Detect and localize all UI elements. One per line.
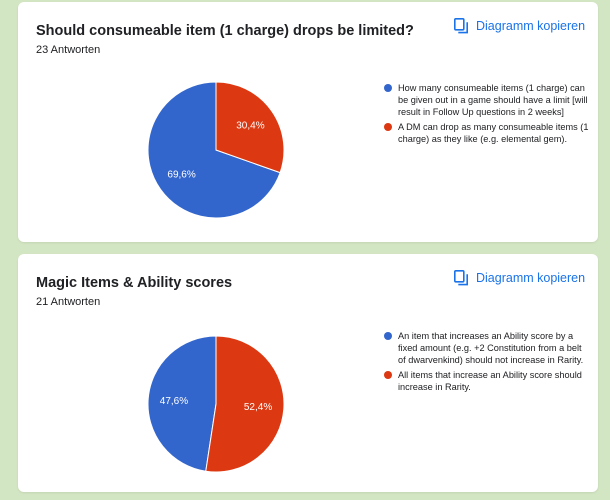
copy-chart-button[interactable]: Diagramm kopieren [454,18,585,34]
pie-slice-2 [215,81,285,174]
copy-icon [454,18,468,34]
copy-chart-button[interactable]: Diagramm kopieren [454,270,585,286]
pie-chart: 69,6% 30,4% [147,81,285,219]
copy-chart-label: Diagramm kopieren [476,271,586,285]
chart-card-consumeable-drops: Should consumeable item (1 charge) drops… [18,2,598,242]
response-count: 23 Antworten [36,44,101,56]
pie-slice-1 [147,335,217,472]
copy-chart-label: Diagramm kopieren [476,19,586,33]
pie-chart: 47,6% 52,4% [147,335,285,473]
legend-label: All items that increase an Ability score… [398,370,582,392]
legend-swatch-blue [384,332,392,340]
legend-swatch-red [384,123,392,131]
legend-label: How many consumeable items (1 charge) ca… [398,83,588,117]
question-title: Should consumeable item (1 charge) drops… [36,23,414,39]
question-title: Magic Items & Ability scores [36,275,233,291]
legend-label: An item that increases an Ability score … [398,331,584,365]
legend-item-option-1: How many consumeable items (1 charge) ca… [384,82,589,118]
pie-slice-2 [205,335,285,473]
slice-percent-label: 52,4% [244,402,272,413]
chart-legend: An item that increases an Ability score … [384,330,589,396]
chart-card-magic-items: Magic Items & Ability scores 21 Antworte… [18,254,598,492]
chart-legend: How many consumeable items (1 charge) ca… [384,82,589,148]
legend-swatch-red [384,371,392,379]
legend-label: A DM can drop as many consumeable items … [398,122,589,144]
legend-item-option-2: A DM can drop as many consumeable items … [384,121,589,145]
slice-percent-label: 47,6% [160,396,188,407]
legend-swatch-blue [384,84,392,92]
response-count: 21 Antworten [36,296,101,308]
legend-item-option-2: All items that increase an Ability score… [384,369,589,393]
slice-percent-label: 69,6% [167,169,195,180]
pie-slice-1 [147,81,281,219]
copy-icon [454,270,468,286]
slice-percent-label: 30,4% [236,121,264,132]
legend-item-option-1: An item that increases an Ability score … [384,330,589,366]
